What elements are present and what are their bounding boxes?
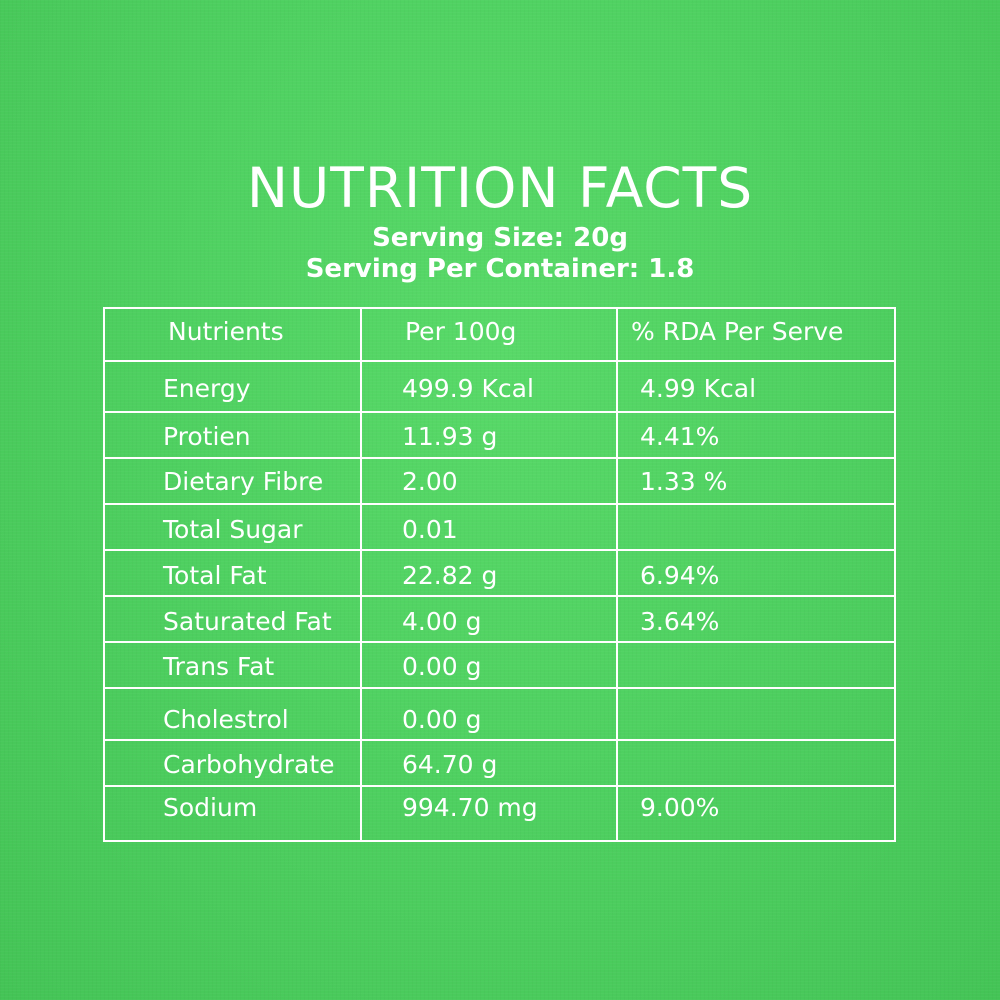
row-divider bbox=[105, 641, 894, 643]
nutrient-name: Protien bbox=[163, 422, 251, 451]
nutrient-name: Dietary Fibre bbox=[163, 467, 324, 496]
per-100g-value: 0.01 bbox=[402, 515, 458, 544]
rda-value: 3.64% bbox=[640, 607, 720, 636]
rda-value: 6.94% bbox=[640, 561, 720, 590]
column-header-per-100g: Per 100g bbox=[405, 317, 517, 346]
row-divider bbox=[105, 739, 894, 741]
row-divider bbox=[105, 360, 894, 362]
per-100g-value: 11.93 g bbox=[402, 422, 498, 451]
nutrient-name: Cholestrol bbox=[163, 705, 289, 734]
rda-value: 1.33 % bbox=[640, 467, 728, 496]
nutrient-name: Energy bbox=[163, 374, 251, 403]
per-100g-value: 499.9 Kcal bbox=[402, 374, 534, 403]
serving-per-container: Serving Per Container: 1.8 bbox=[305, 254, 695, 284]
row-divider bbox=[105, 457, 894, 459]
column-divider bbox=[616, 309, 618, 840]
row-divider bbox=[105, 595, 894, 597]
nutrient-name: Total Sugar bbox=[163, 515, 303, 544]
per-100g-value: 4.00 g bbox=[402, 607, 482, 636]
per-100g-value: 0.00 g bbox=[402, 705, 482, 734]
rda-value: 4.99 Kcal bbox=[640, 374, 757, 403]
row-divider bbox=[105, 411, 894, 413]
nutrient-name: Sodium bbox=[163, 793, 258, 822]
per-100g-value: 994.70 mg bbox=[402, 793, 538, 822]
per-100g-value: 64.70 g bbox=[402, 750, 498, 779]
nutrient-name: Total Fat bbox=[163, 561, 267, 590]
nutrient-name: Carbohydrate bbox=[163, 750, 335, 779]
nutrition-table: Nutrients Per 100g % RDA Per Serve Energ… bbox=[103, 307, 896, 842]
column-header-rda: % RDA Per Serve bbox=[631, 317, 844, 346]
rda-value: 4.41% bbox=[640, 422, 720, 451]
row-divider bbox=[105, 549, 894, 551]
per-100g-value: 22.82 g bbox=[402, 561, 498, 590]
row-divider bbox=[105, 687, 894, 689]
per-100g-value: 2.00 bbox=[402, 467, 458, 496]
row-divider bbox=[105, 785, 894, 787]
serving-size: Serving Size: 20g bbox=[372, 223, 628, 253]
page-title: NUTRITION FACTS bbox=[246, 156, 754, 220]
per-100g-value: 0.00 g bbox=[402, 652, 482, 681]
column-header-nutrients: Nutrients bbox=[168, 317, 284, 346]
nutrient-name: Trans Fat bbox=[163, 652, 275, 681]
column-divider bbox=[360, 309, 362, 840]
rda-value: 9.00% bbox=[640, 793, 720, 822]
row-divider bbox=[105, 503, 894, 505]
nutrient-name: Saturated Fat bbox=[163, 607, 332, 636]
